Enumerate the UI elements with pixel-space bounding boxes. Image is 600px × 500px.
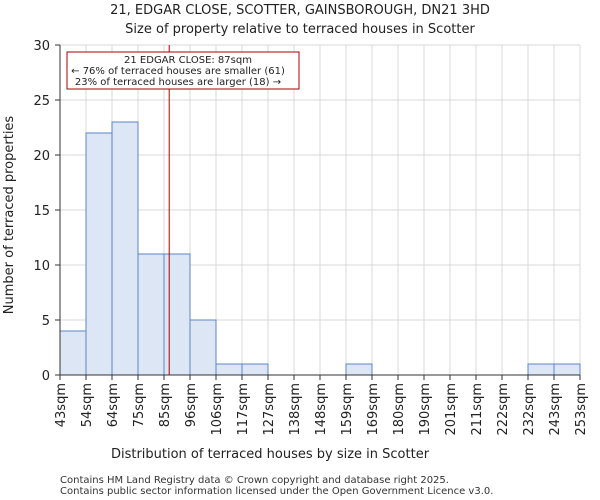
x-tick-label: 159sqm — [340, 383, 355, 436]
annotation-box — [66, 51, 300, 90]
x-tick-label: 148sqm — [314, 383, 329, 436]
footer-line-2: Contains public sector information licen… — [60, 486, 493, 497]
x-tick-label: 201sqm — [444, 383, 459, 436]
x-tick-label: 232sqm — [522, 383, 537, 436]
annotation-smaller: ← 76% of terraced houses are smaller (61… — [71, 66, 285, 77]
y-tick-label: 15 — [33, 204, 50, 219]
x-tick-label: 127sqm — [262, 383, 277, 436]
x-tick-label: 180sqm — [392, 383, 407, 436]
bar — [189, 319, 217, 376]
x-tick-label: 43sqm — [54, 383, 69, 427]
y-ticks: 0 5 10 15 20 25 30 — [33, 39, 60, 384]
annotation-larger: 23% of terraced houses are larger (18) → — [75, 77, 281, 88]
x-tick-label: 85sqm — [158, 383, 173, 427]
chart-title: 21, EDGAR CLOSE, SCOTTER, GAINSBOROUGH, … — [110, 3, 490, 18]
bar — [553, 363, 581, 376]
bar — [59, 330, 87, 376]
y-axis-label: Number of terraced properties — [2, 116, 17, 315]
bar — [85, 132, 113, 376]
bar — [241, 363, 269, 376]
bar — [137, 253, 165, 376]
bars — [59, 121, 581, 376]
chart-subtitle: Size of property relative to terraced ho… — [125, 22, 475, 37]
x-tick-label: 190sqm — [418, 383, 433, 436]
footer-line-1: Contains HM Land Registry data © Crown c… — [60, 475, 449, 486]
y-tick-label: 25 — [33, 94, 50, 109]
bar — [111, 121, 139, 376]
bar — [527, 363, 555, 376]
y-tick-label: 30 — [33, 39, 50, 54]
marker: 21 EDGAR CLOSE: 87sqm← 76% of terraced h… — [66, 45, 300, 375]
y-tick-label: 20 — [33, 149, 50, 164]
x-tick-label: 138sqm — [288, 383, 303, 436]
y-tick-label: 0 — [42, 369, 50, 384]
annotation-title: 21 EDGAR CLOSE: 87sqm — [124, 55, 252, 66]
x-tick-label: 169sqm — [366, 383, 381, 436]
x-tick-label: 54sqm — [80, 383, 95, 427]
bar — [163, 253, 191, 376]
x-tick-label: 106sqm — [210, 383, 225, 436]
bar — [345, 363, 373, 376]
bar — [215, 363, 243, 376]
x-tick-label: 243sqm — [548, 383, 563, 436]
y-tick-label: 10 — [33, 259, 50, 274]
x-axis-label: Distribution of terraced houses by size … — [111, 447, 430, 462]
x-ticks: 43sqm 54sqm 64sqm 75sqm 85sqm 96sqm 106sqm 117s… — [54, 375, 589, 436]
x-tick-label: 222sqm — [496, 383, 511, 436]
x-tick-label: 64sqm — [106, 383, 121, 427]
x-tick-label: 253sqm — [574, 383, 589, 436]
y-tick-label: 5 — [42, 314, 50, 329]
x-tick-label: 211sqm — [470, 383, 485, 436]
x-tick-label: 117sqm — [236, 383, 251, 436]
x-tick-label: 96sqm — [184, 383, 199, 427]
x-tick-label: 75sqm — [132, 383, 147, 427]
